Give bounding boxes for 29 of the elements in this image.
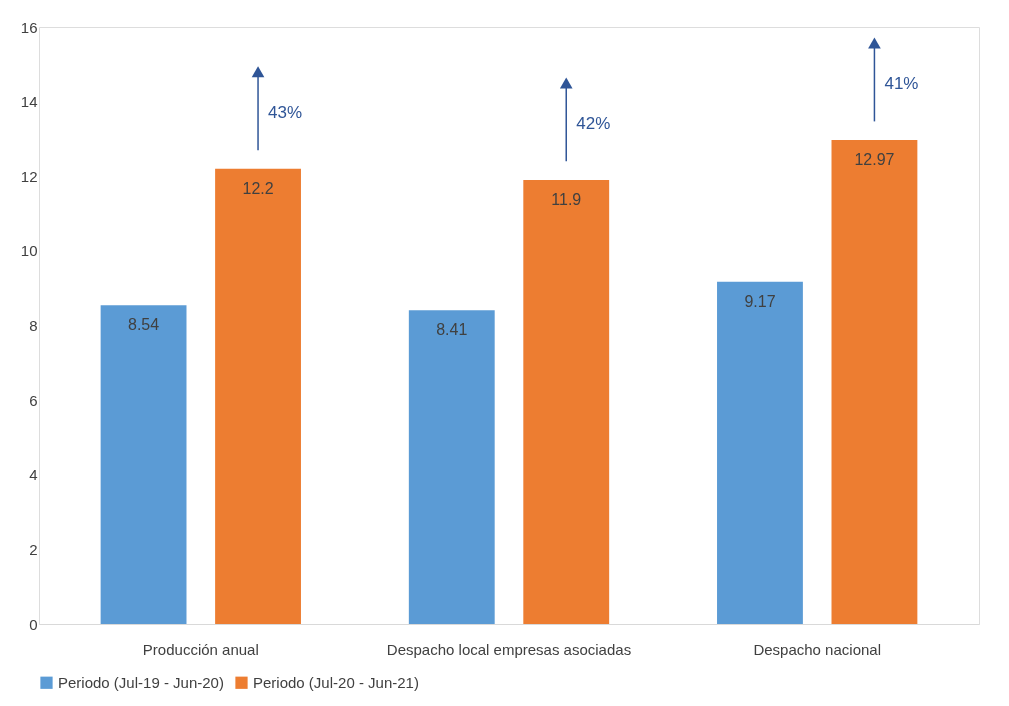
bar (100, 305, 187, 624)
y-tick-label: 14 (20, 93, 38, 111)
data-label: 12.2 (242, 179, 274, 197)
data-label: 9.17 (744, 292, 776, 310)
legend-label: Periodo (Jul-20 - Jun-21) (253, 673, 419, 691)
legend-label: Periodo (Jul-19 - Jun-20) (58, 673, 224, 691)
y-tick-label: 12 (20, 167, 38, 185)
annotation: 42% (576, 114, 611, 134)
y-tick-label: 8 (29, 317, 38, 334)
x-tick-label: Despacho nacional (753, 640, 881, 658)
y-tick-label: 6 (29, 391, 38, 409)
data-label: 11.9 (551, 190, 582, 208)
data-label: 8.41 (436, 321, 468, 339)
bar (717, 281, 803, 624)
y-tick-label: 2 (29, 540, 38, 558)
y-tick-label: 16 (20, 18, 38, 36)
data-label: 12.97 (854, 151, 895, 169)
y-tick-label: 10 (20, 242, 38, 260)
annotation: 43% (268, 102, 303, 122)
y-tick-label: 0 (29, 615, 38, 633)
x-tick-label: Despacho local empresas asociadas (386, 640, 632, 658)
bar (408, 310, 495, 624)
x-tick-label: Producción anual (142, 640, 259, 658)
data-label: 8.54 (128, 316, 160, 334)
annotation: 41% (884, 74, 919, 94)
y-tick-label: 4 (29, 466, 38, 484)
bar (523, 179, 610, 624)
bar (215, 168, 301, 624)
bar (831, 140, 918, 624)
